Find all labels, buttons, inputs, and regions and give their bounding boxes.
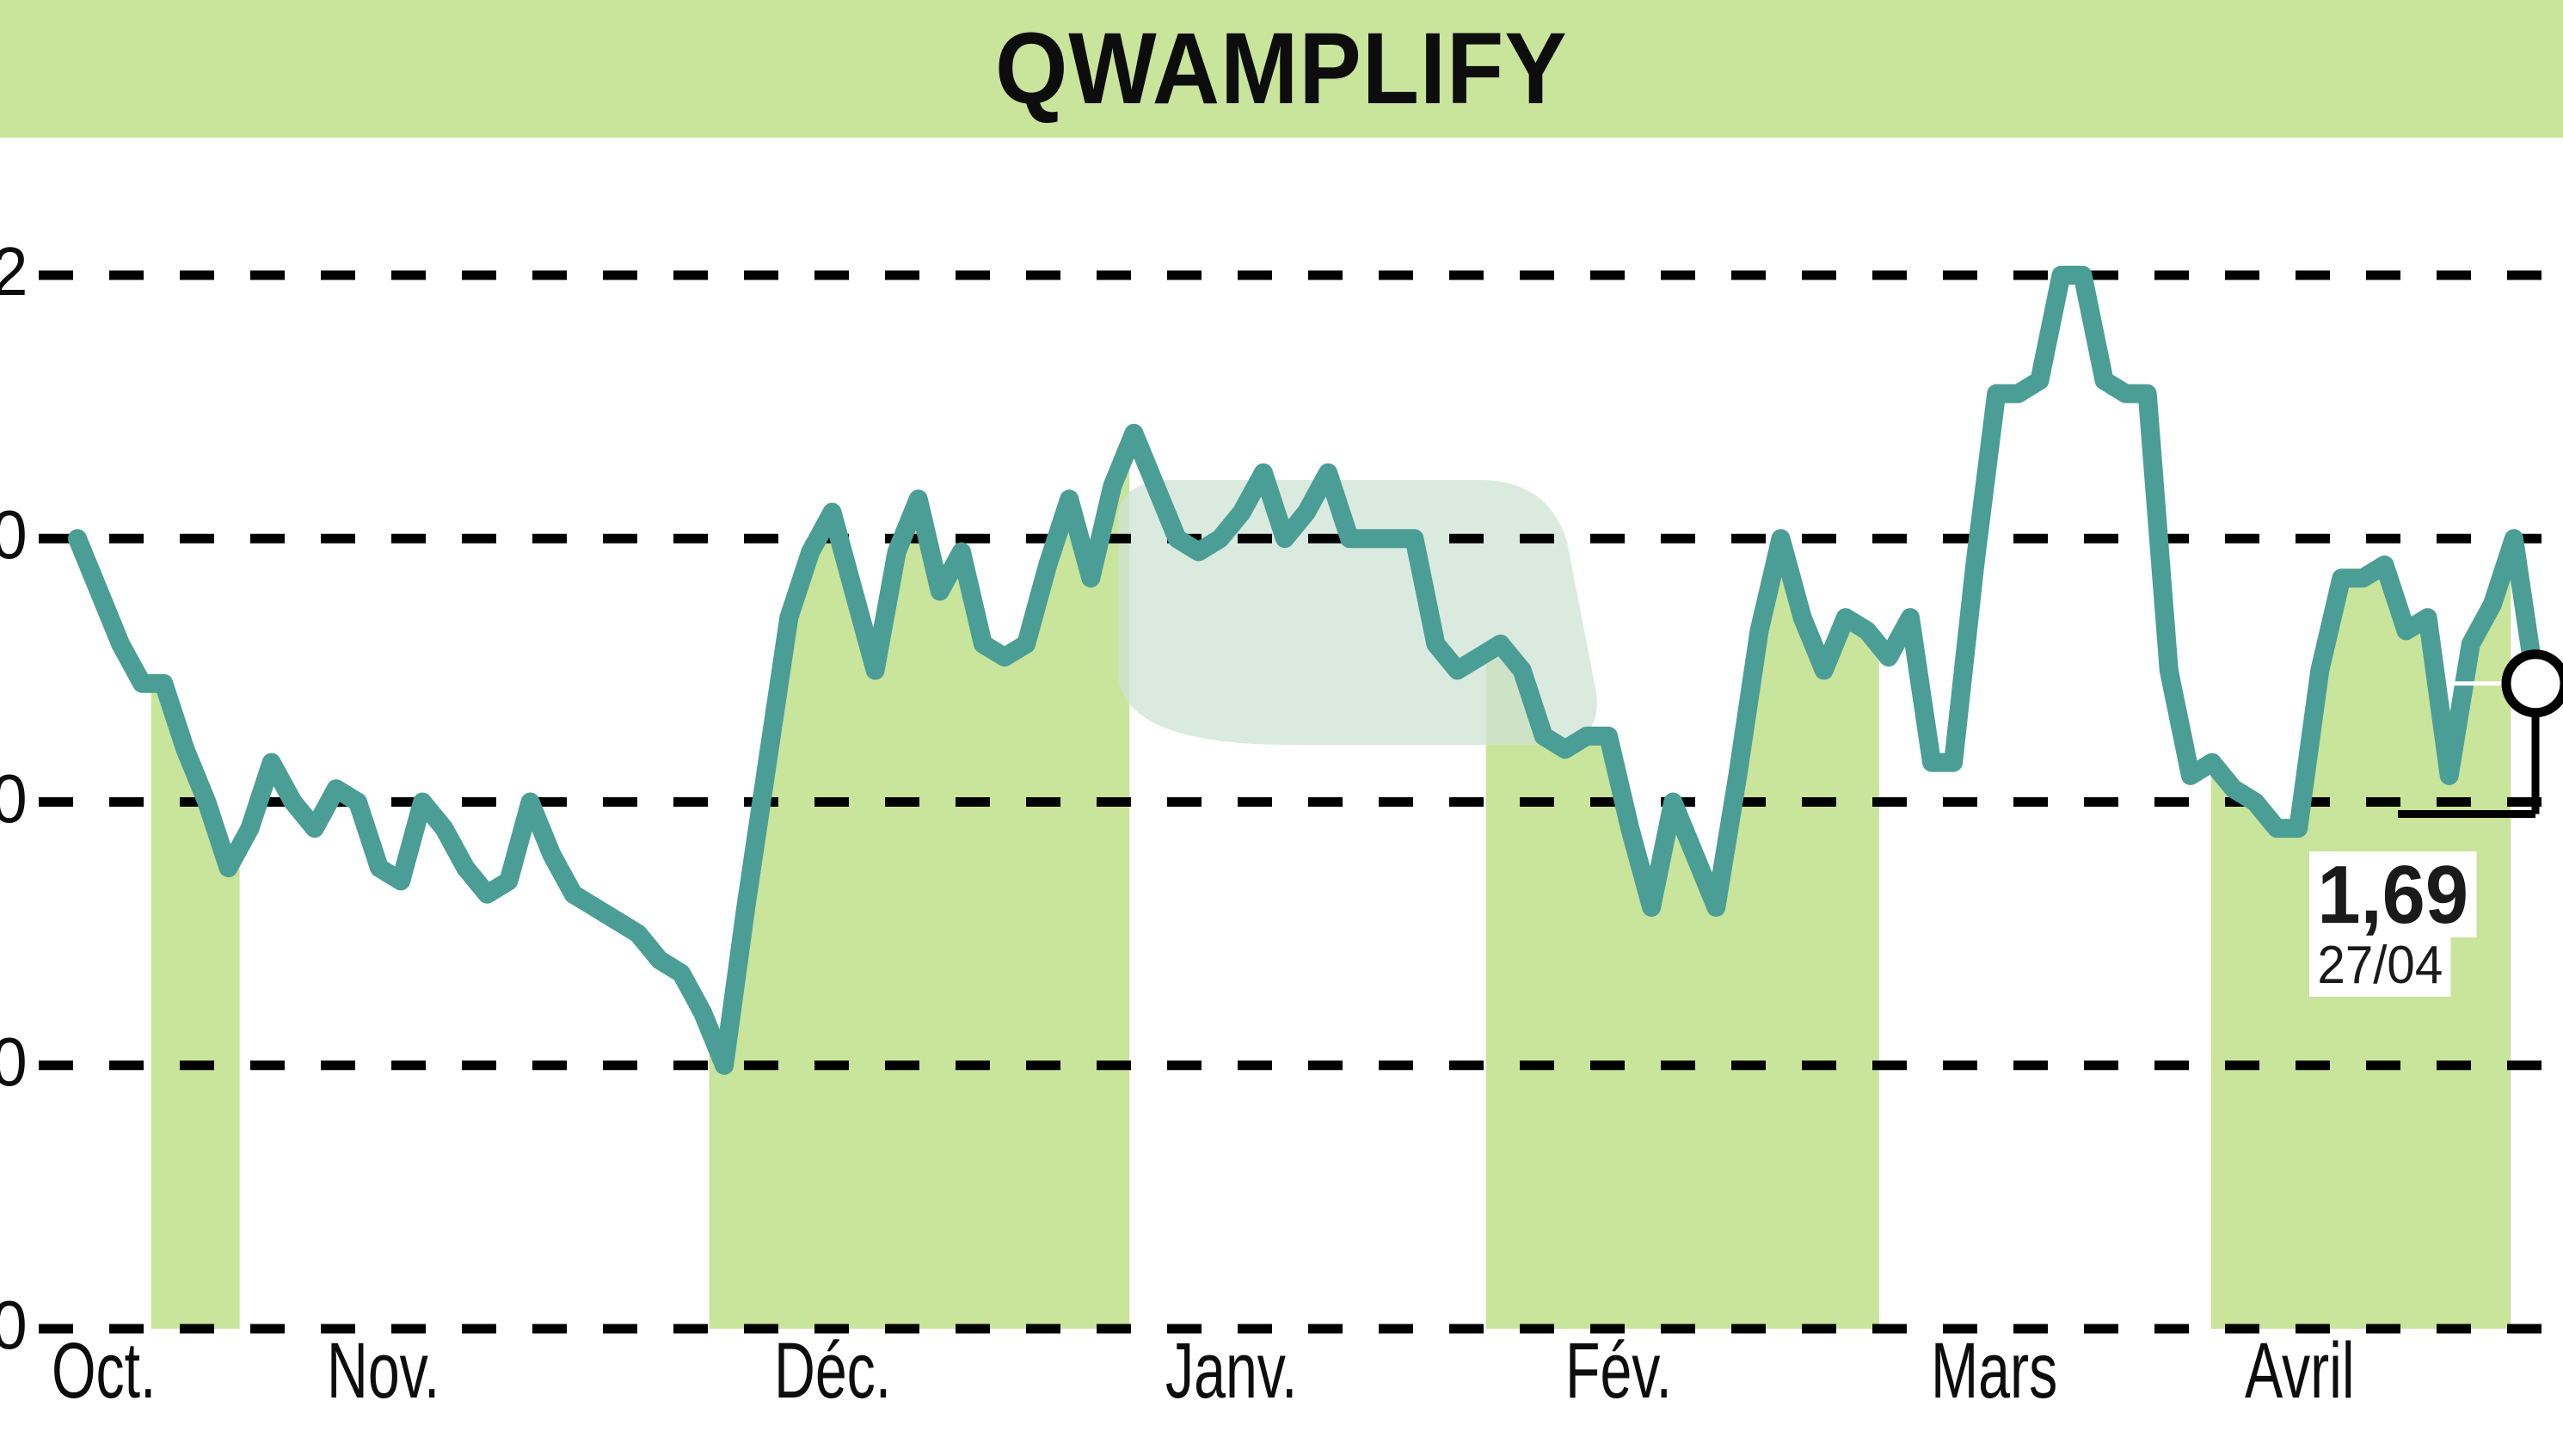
page-title: QWAMPLIFY bbox=[995, 12, 1568, 126]
y-axis-tick-1-8: 1,80 bbox=[0, 501, 28, 569]
last-price-date: 27/04 bbox=[2309, 937, 2451, 997]
x-axis-label-fev: Fév. bbox=[1565, 1327, 1672, 1415]
y-axis-tick-2: 2 bbox=[0, 237, 28, 306]
x-axis-label-janv: Janv. bbox=[1165, 1327, 1298, 1415]
x-axis-label-avril: Avril bbox=[2245, 1327, 2355, 1415]
chart-header-band: QWAMPLIFY bbox=[0, 0, 2563, 138]
y-axis-tick-1-4: 1,40 bbox=[0, 1027, 28, 1097]
x-axis-label-dec: Déc. bbox=[774, 1327, 892, 1415]
y-axis-tick-1-6: 1,60 bbox=[0, 764, 28, 833]
x-axis-label-nov: Nov. bbox=[327, 1327, 440, 1415]
last-point-marker[interactable] bbox=[2398, 649, 2563, 818]
trend-highlight-blob bbox=[1118, 480, 1597, 745]
price-line bbox=[68, 266, 2545, 1075]
chart-plot-area bbox=[0, 138, 2563, 1342]
y-axis-tick-1-2: 1,20 bbox=[0, 1291, 28, 1360]
price-line-chart bbox=[39, 266, 2563, 1334]
last-price-callout: 1,69 27/04 bbox=[2309, 851, 2563, 997]
x-axis-label-mars: Mars bbox=[1931, 1327, 2058, 1415]
x-axis-label-oct: Oct. bbox=[52, 1327, 157, 1415]
x-axis-labels: Oct. Nov. Déc. Janv. Fév. Mars Avril bbox=[0, 1324, 2563, 1456]
last-price-value: 1,69 bbox=[2309, 851, 2477, 937]
